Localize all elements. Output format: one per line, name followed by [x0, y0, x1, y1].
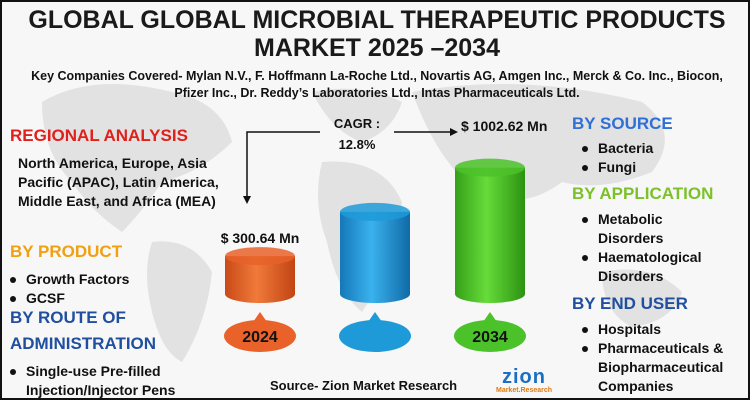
cagr-label: CAGR : — [334, 116, 380, 131]
regional-analysis-heading: REGIONAL ANALYSIS — [10, 126, 188, 145]
zion-logo: zion Market.Research — [495, 366, 553, 394]
by-route-heading-line2: ADMINISTRATION — [10, 334, 157, 353]
value-label: $ 1002.62 Mn — [461, 118, 547, 134]
year-marker — [339, 312, 411, 352]
by-end-user-heading: BY END USER — [572, 294, 688, 313]
by-application-heading: BY APPLICATION — [572, 184, 714, 203]
category-label: 2034 — [472, 329, 508, 346]
by-source-heading: BY SOURCE — [572, 114, 673, 133]
by-application-list: Metabolic Disorders Haematological Disor… — [578, 210, 728, 286]
by-route-heading-line1: BY ROUTE OF — [10, 308, 126, 327]
bar-2024 — [225, 247, 295, 303]
list-item: GCSF — [6, 289, 129, 308]
key-companies-text: Key Companies Covered- Mylan N.V., F. Ho… — [31, 69, 723, 100]
list-item: Haematological Disorders — [578, 248, 728, 286]
list-item: Growth Factors — [6, 270, 129, 289]
by-product-list: Growth Factors GCSF — [6, 270, 129, 308]
list-item: Single-use Pre-filled Injection/Injector… — [6, 362, 226, 398]
list-item: Bacteria — [578, 139, 653, 158]
source-text: Source- Zion Market Research — [270, 378, 458, 393]
by-source-list: Bacteria Fungi — [578, 139, 653, 177]
cagr-value: 12.8% — [339, 137, 376, 152]
page-title: GLOBAL GLOBAL MICROBIAL THERAPEUTIC PROD… — [28, 6, 726, 62]
list-item: Hospitals — [578, 320, 748, 339]
year-marker — [454, 312, 526, 352]
regional-analysis-text: North America, Europe, Asia Pacific (APA… — [18, 155, 219, 209]
by-end-user-list: Hospitals Pharmaceuticals & Biopharmaceu… — [578, 320, 748, 396]
cagr-arrow — [243, 128, 458, 204]
category-label: 2024 — [242, 329, 278, 346]
list-item: Metabolic Disorders — [578, 210, 728, 248]
list-item: Pharmaceuticals & Biopharmaceutical Comp… — [578, 339, 748, 396]
year-marker — [224, 312, 296, 352]
bar-2034 — [455, 158, 525, 303]
list-item: Fungi — [578, 158, 653, 177]
by-product-heading: BY PRODUCT — [10, 242, 123, 261]
bar-cagr — [340, 202, 410, 303]
value-label: $ 300.64 Mn — [221, 230, 300, 246]
by-route-list: Single-use Pre-filled Injection/Injector… — [6, 362, 226, 398]
